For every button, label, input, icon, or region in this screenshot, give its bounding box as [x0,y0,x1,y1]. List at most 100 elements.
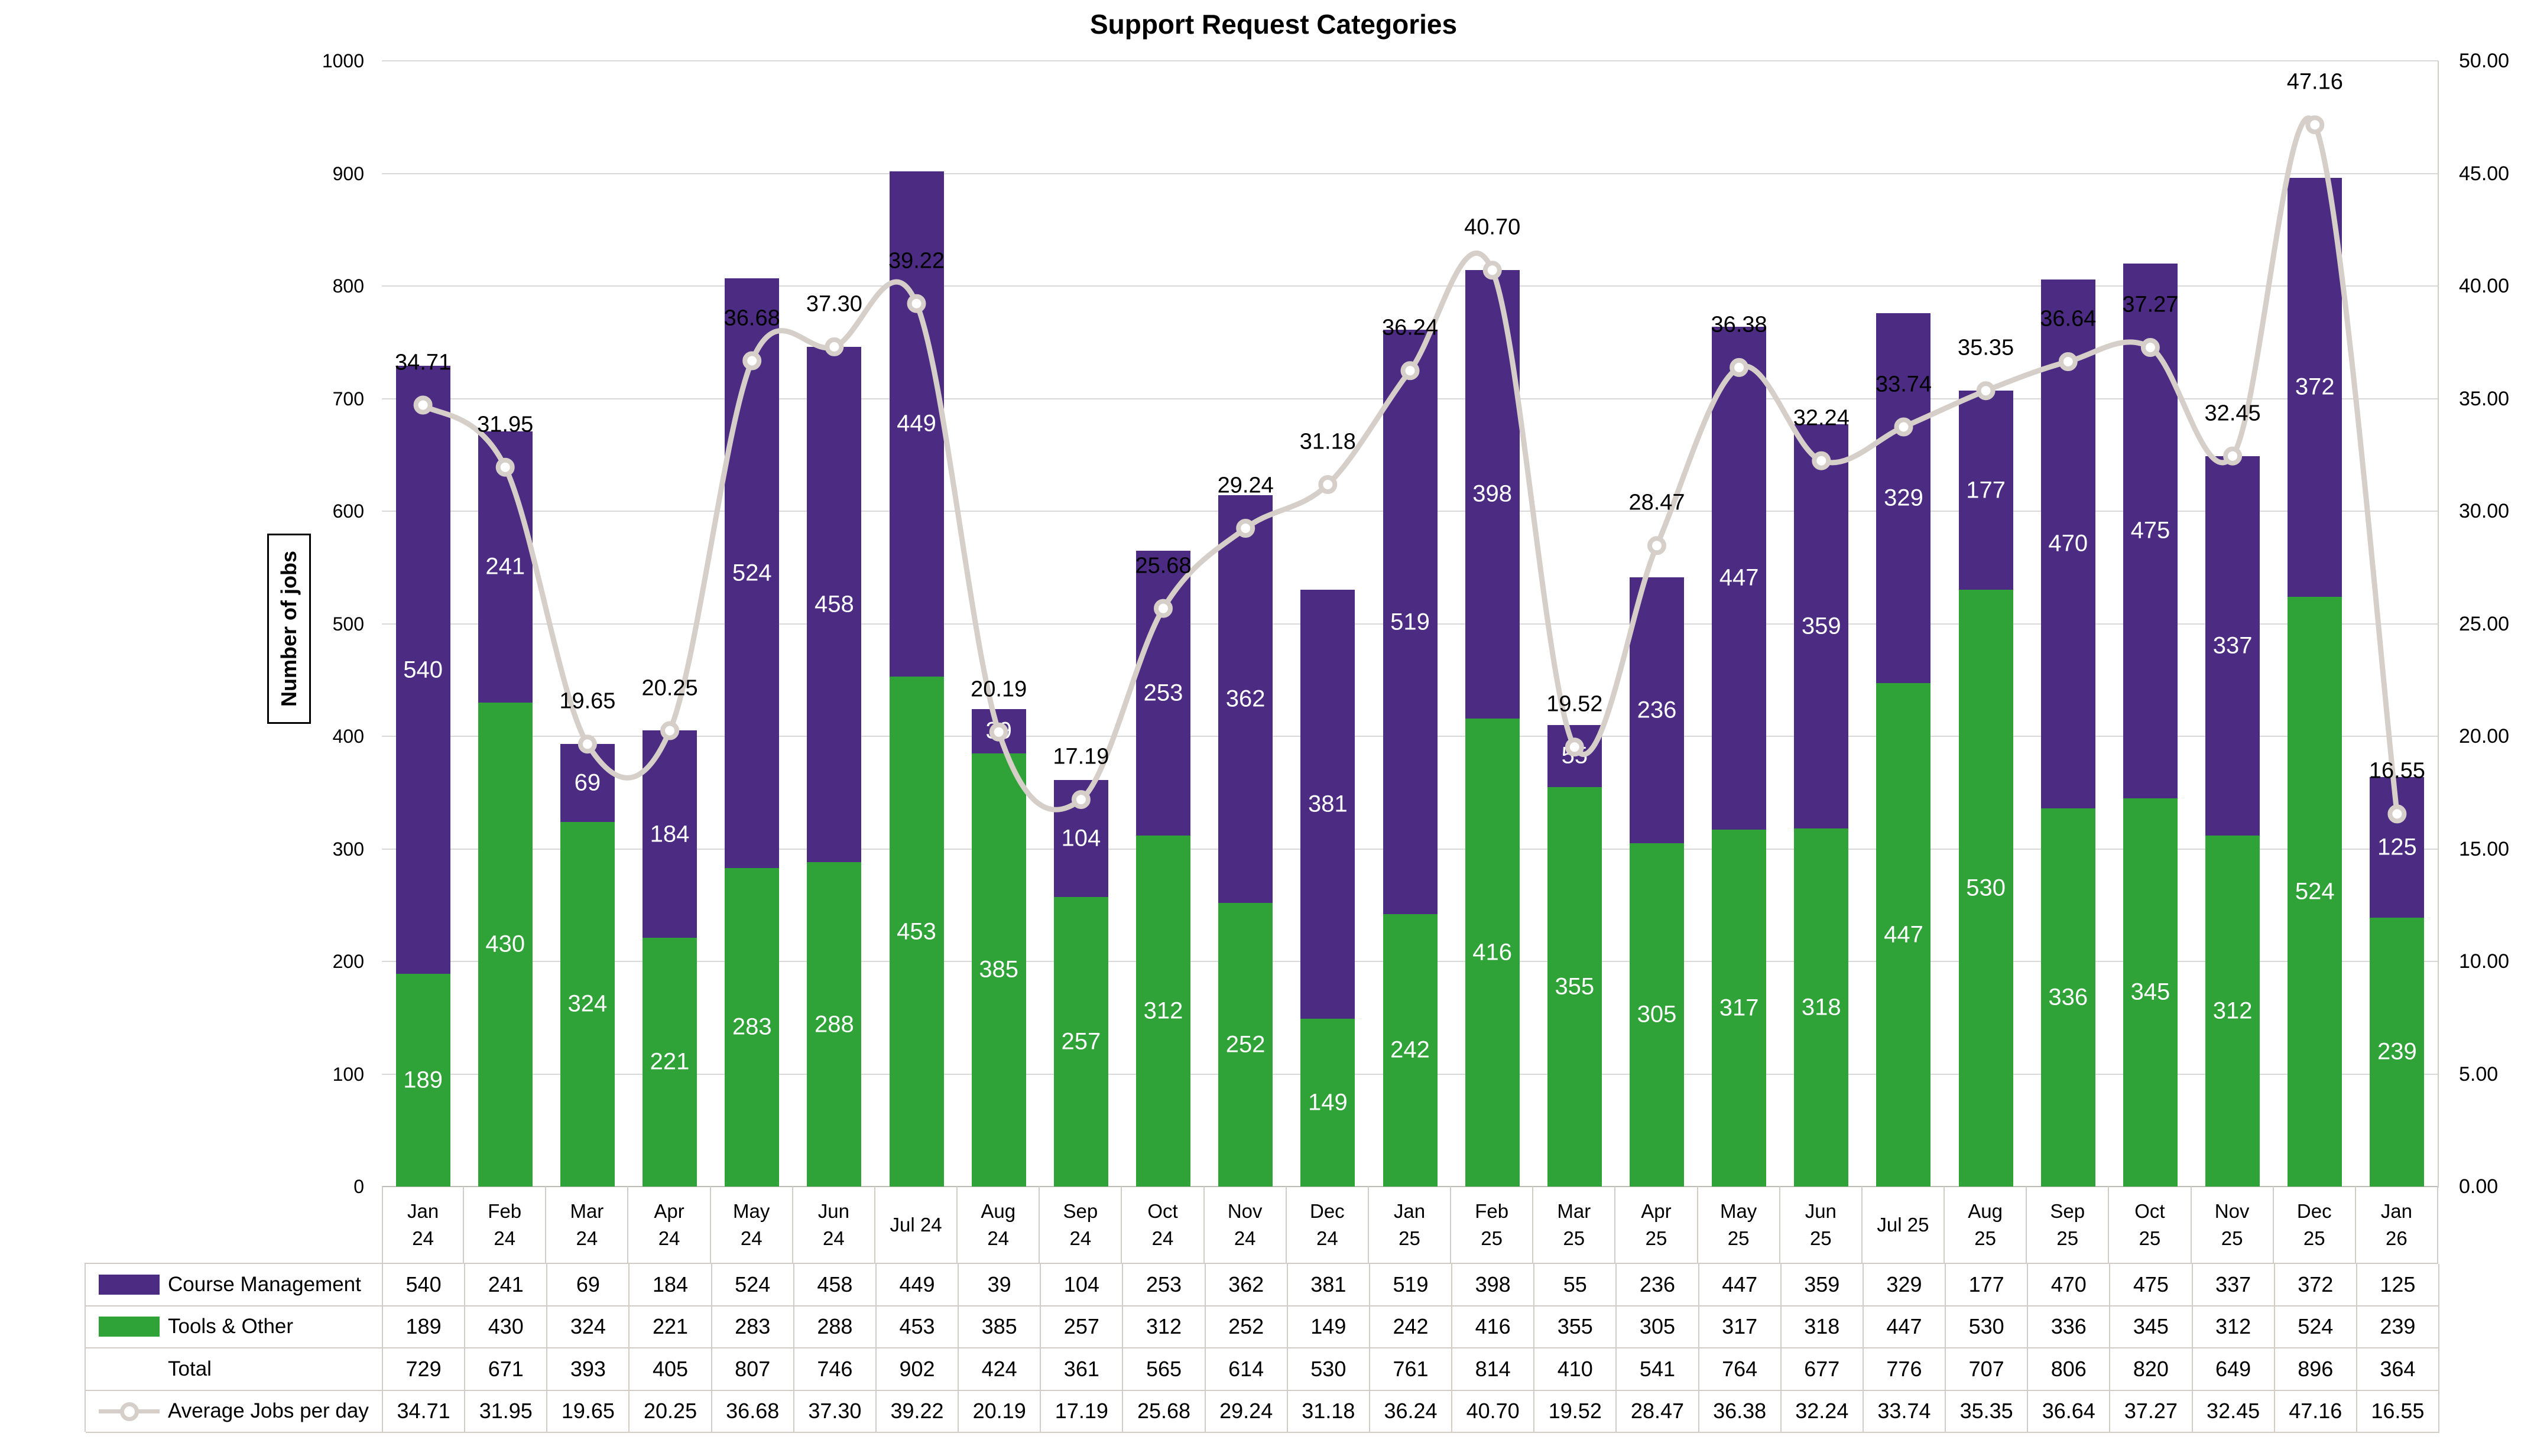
table-cell: 541 [1617,1348,1699,1391]
bar-value-label-course-management: 184 [650,821,690,847]
bar-value-label-tools-other: 189 [403,1067,443,1093]
table-cell: 470 [2028,1264,2111,1306]
line-value-label: 37.27 [2122,292,2179,317]
x-axis-label-line: 24 [1316,1227,1338,1249]
line-value-label: 32.24 [1793,405,1850,431]
table-cell: 257 [1041,1306,1124,1348]
right-tick-label: 0.00 [2459,1175,2499,1198]
bar-value-label-course-management: 475 [2130,517,2170,544]
table-cell: 337 [2192,1264,2275,1306]
table-cell: 239 [2357,1306,2439,1348]
table-cell: 184 [630,1264,712,1306]
line-marker [2140,338,2160,357]
bar-segment-course-management [1300,590,1355,1019]
table-cell: 530 [1946,1306,2029,1348]
bar-segment-tools-other [1876,683,1931,1187]
table-cell: 458 [794,1264,877,1306]
table-cell: 381 [1287,1264,1370,1306]
bar-segment-tools-other [2123,798,2178,1187]
bar-value-label-tools-other: 355 [1555,973,1595,1000]
plot-right-border [2438,61,2439,1188]
bar-segment-course-management [1876,313,1931,684]
x-axis-label-line: 24 [412,1227,434,1249]
bar-segment-tools-other [1383,914,1438,1187]
table-cell: 242 [1370,1306,1453,1348]
x-axis-label-line: Mar [1557,1200,1591,1222]
x-axis-label-line: 24 [576,1227,598,1249]
bar-value-label-course-management: 236 [1637,697,1677,723]
bar-segment-tools-other [643,937,697,1187]
table-cell: 17.19 [1041,1390,1124,1433]
bar-segment-course-management [560,744,615,822]
x-axis-label-line: Jul 25 [1877,1213,1929,1236]
bar-segment-course-management [1629,577,1684,843]
bar-value-label-course-management: 337 [2212,632,2253,659]
line-value-label: 17.19 [1053,744,1109,769]
line-value-label: 33.74 [1875,372,1932,396]
table-cell: 34.71 [383,1390,466,1433]
x-axis-label-line: Apr [654,1200,684,1222]
bar-value-label-tools-other: 385 [979,956,1019,983]
line-marker [660,721,680,740]
x-axis-label-line: Jul 24 [890,1213,942,1236]
x-axis-label: Dec 24 [1287,1187,1369,1263]
bar-value-label-tools-other: 318 [1801,994,1841,1020]
bar-value-label-course-management: 372 [2295,373,2335,400]
table-cell: 189 [383,1306,466,1348]
x-axis-label-line: Jun [817,1200,849,1222]
x-axis-label-line: Jan [1393,1200,1426,1222]
bar-value-label-tools-other: 530 [1966,875,2006,901]
bar-value-label-tools-other: 252 [1225,1031,1266,1058]
bar-value-label-tools-other: 312 [1143,997,1183,1024]
x-axis-label: Mar 25 [1533,1187,1616,1263]
legend-cell: Total [86,1348,383,1391]
table-cell: 806 [2028,1348,2111,1391]
x-axis-label-line: Dec [1309,1200,1345,1222]
line-marker [413,395,433,415]
bar-segment-course-management [2205,456,2260,836]
table-row-label: Average Jobs per day [168,1399,369,1423]
bar-value-label-tools-other: 239 [2377,1038,2417,1065]
trend-line-svg [413,115,2407,824]
line-marker [1812,451,1831,470]
x-axis-label-line: 24 [1234,1227,1256,1249]
table-cell: 236 [1617,1264,1699,1306]
x-axis-label-line: Nov [1227,1200,1263,1222]
x-axis-label-line: 25 [1645,1227,1667,1249]
bar-segment-course-management [725,278,780,868]
bar-segment-tools-other [2205,835,2260,1187]
table-cell: 149 [1287,1306,1370,1348]
x-axis-label: Sep 24 [1040,1187,1122,1263]
x-axis-label-line: 24 [740,1227,763,1249]
gridline [382,1186,2438,1187]
line-marker [2387,804,2407,824]
bar-segment-tools-other [807,862,862,1187]
bar-value-label-course-management: 104 [1061,825,1101,852]
table-cell: 430 [465,1306,548,1348]
left-tick-label: 300 [332,838,364,860]
table-cell: 671 [465,1348,548,1391]
bar-value-label-tools-other: 447 [1884,921,1923,948]
line-marker [2305,115,2325,135]
right-tick-label: 35.00 [2459,387,2510,410]
x-axis-label: Dec 25 [2274,1187,2356,1263]
bar-segment-tools-other [2040,808,2095,1187]
bar-segment-tools-other [1794,828,1849,1187]
left-tick-label: 200 [332,951,364,972]
table-cell: 398 [1452,1264,1535,1306]
table-cell: 424 [959,1348,1041,1391]
line-value-label: 34.71 [395,350,452,375]
line-value-label: 35.35 [1958,335,2014,360]
table-cell: 69 [547,1264,630,1306]
legend-swatch-spacer [99,1359,160,1379]
x-axis-label-line: Apr [1641,1200,1672,1222]
table-cell: 329 [1863,1264,1946,1306]
line-value-label: 31.18 [1299,429,1356,454]
line-value-label: 28.47 [1628,490,1685,515]
table-cell: 312 [1123,1306,1206,1348]
table-cell: 35.35 [1946,1390,2029,1433]
x-axis-label-line: Sep [2050,1200,2085,1222]
x-axis-label: Apr 24 [628,1187,711,1263]
bar-segment-tools-other [1136,835,1191,1187]
table-cell: 405 [630,1348,712,1391]
